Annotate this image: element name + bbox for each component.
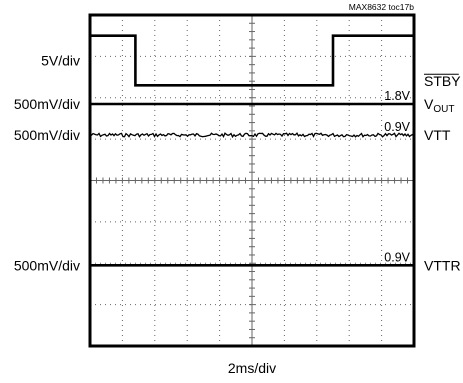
trace-vtt bbox=[89, 132, 415, 139]
channel-label-vtt: VTT bbox=[424, 127, 451, 143]
scale-label-vttr: 500mV/div bbox=[14, 257, 80, 273]
level-marker-vout: 1.8V bbox=[384, 89, 410, 103]
plot-frame bbox=[88, 13, 416, 348]
x-axis-scale-label: 2ms/div bbox=[228, 360, 276, 376]
scale-label-vtt: 500mV/div bbox=[14, 127, 80, 143]
scope-traces bbox=[89, 34, 415, 267]
figure-id: MAX8632 toc17b bbox=[349, 2, 414, 12]
scale-label-stby: 5V/div bbox=[41, 53, 80, 69]
channel-label-stby: STBY bbox=[424, 73, 461, 89]
left-scale-labels: 5V/div 500mV/div 500mV/div 500mV/div bbox=[14, 53, 80, 274]
level-markers: 1.8V 0.9V 0.9V bbox=[384, 89, 410, 264]
level-marker-vtt: 0.9V bbox=[384, 120, 410, 134]
right-channel-labels: STBY VOUT VTT VTTR bbox=[424, 73, 461, 273]
channel-label-subscript: OUT bbox=[433, 104, 454, 115]
channel-label-vttr: VTTR bbox=[424, 257, 461, 273]
channel-label-vout: VOUT bbox=[424, 96, 454, 115]
scope-grid bbox=[90, 15, 414, 346]
scale-label-vout: 500mV/div bbox=[14, 96, 80, 112]
channel-label-base: V bbox=[424, 96, 434, 112]
trace-stby bbox=[90, 34, 414, 87]
level-marker-vttr: 0.9V bbox=[384, 250, 410, 264]
